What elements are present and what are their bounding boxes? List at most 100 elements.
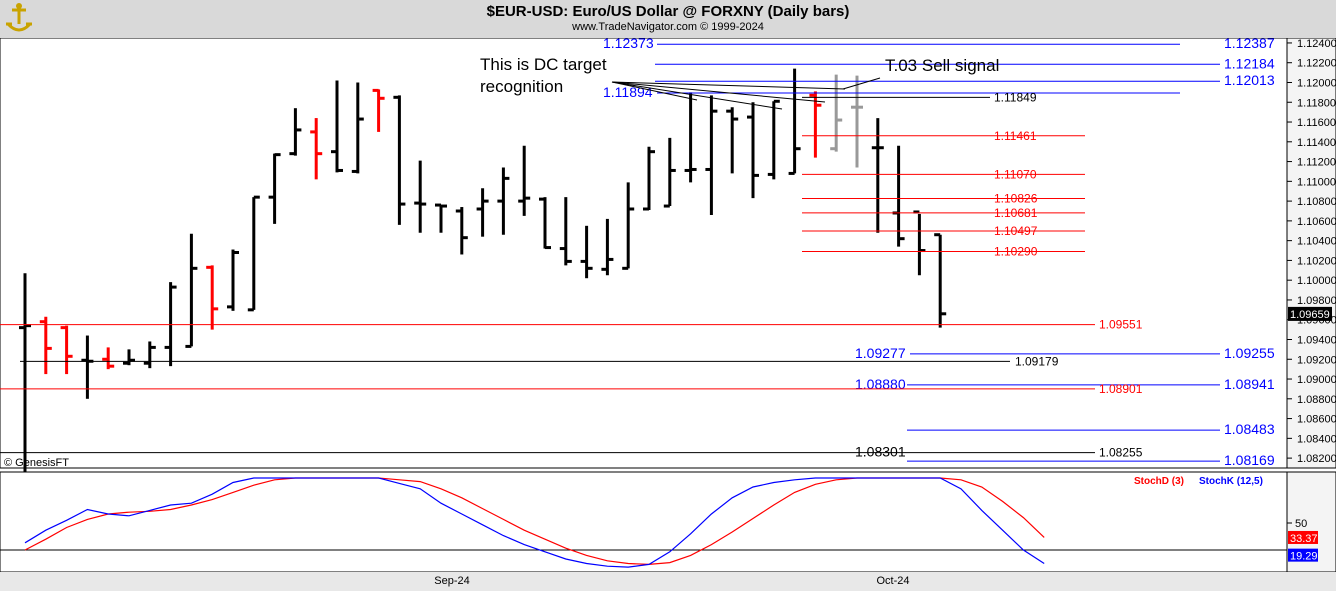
price-tick-label: 1.09200	[1297, 354, 1336, 366]
price-tick-label: 1.10800	[1297, 196, 1336, 208]
chart-subtitle: www.TradeNavigator.com © 1999-2024	[572, 21, 764, 33]
chart-title: $EUR-USD: Euro/US Dollar @ FORXNY (Daily…	[486, 3, 850, 20]
level-label: 1.10290	[994, 245, 1038, 259]
legend-stochk: StochK (12,5)	[1199, 476, 1263, 487]
ohlc-bar	[934, 233, 947, 328]
level-label: 1.09551	[1099, 318, 1143, 332]
stoch-line	[24, 477, 1045, 568]
annotation-arrow	[611, 81, 826, 103]
ohlc-bar	[351, 82, 364, 174]
level-label: 1.11461	[994, 129, 1037, 143]
chart-header: $EUR-USD: Euro/US Dollar @ FORXNY (Daily…	[0, 0, 1336, 38]
level-label: 1.10826	[994, 192, 1038, 206]
ohlc-bar	[643, 146, 655, 211]
price-tick-label: 1.11600	[1297, 117, 1336, 129]
ohlc-bar	[435, 203, 447, 233]
price-tick-label: 1.12400	[1297, 38, 1336, 50]
ohlc-bar	[123, 349, 135, 366]
price-axis-area	[1286, 38, 1336, 469]
last-price-box	[1288, 306, 1332, 321]
price-tick-label: 1.10000	[1297, 275, 1336, 287]
ohlc-bar	[247, 195, 260, 312]
level-label: 1.08483	[1224, 421, 1275, 437]
stoch-frame	[0, 471, 1288, 573]
annotation-recognition: recognition	[480, 77, 563, 96]
price-tick-label: 1.11800	[1297, 97, 1336, 109]
chart-area[interactable]: 1.12400 1.12200 1.12000 1.11800 1.11600 1.114…	[0, 38, 1336, 591]
ohlc-bar	[39, 316, 52, 375]
ohlc-bar	[767, 99, 780, 180]
price-tick-label: 1.08800	[1297, 394, 1336, 406]
annotation-arrow	[842, 77, 881, 90]
annotation-sell-signal: T.03 Sell signal	[885, 56, 999, 75]
stochk-value-box	[1288, 548, 1318, 562]
annotation-arrow	[611, 81, 846, 90]
ohlc-bar	[102, 347, 115, 370]
level-extra-label: 1.08880	[855, 376, 906, 392]
stoch-tick-label: 50	[1295, 518, 1307, 530]
date-axis-area	[0, 572, 1336, 591]
level-label: 1.09179	[1015, 354, 1059, 368]
annotation-dc-target: This is DC target	[480, 55, 607, 74]
ohlc-bar	[455, 207, 468, 255]
ohlc-bar	[913, 210, 926, 276]
watermark-label: © GenesisFT	[4, 457, 69, 469]
level-label: 1.10497	[994, 224, 1038, 238]
ohlc-bar	[414, 160, 427, 233]
ohlc-bar	[559, 197, 572, 266]
price-tick-label: 1.09400	[1297, 334, 1336, 346]
ohlc-bar	[393, 95, 406, 225]
ohlc-bar	[809, 91, 822, 158]
level-extra-label: 1.09277	[855, 345, 906, 361]
ohlc-bar	[663, 137, 676, 208]
price-tick-label: 1.11000	[1297, 176, 1336, 188]
level-label: 1.11849	[994, 90, 1037, 104]
price-frame	[0, 38, 1288, 469]
stochastic-panel: 50 StochD (3) StochK (12,5) 33.37 19.29 Sep-2…	[0, 471, 1336, 591]
annotation-arrow	[611, 81, 783, 110]
ohlc-bar	[851, 75, 863, 168]
ohlc-bar	[684, 92, 697, 183]
price-tick-label: 1.08200	[1297, 453, 1336, 465]
level-label: 1.12013	[1224, 72, 1275, 88]
date-label-sep: Sep-24	[434, 575, 469, 587]
last-price-label: 1.09659	[1290, 309, 1330, 321]
price-tick-label: 1.08400	[1297, 433, 1336, 445]
legend-stochd: StochD (3)	[1134, 476, 1184, 487]
ohlc-bar	[580, 225, 593, 279]
level-label: 1.08169	[1224, 452, 1275, 468]
ohlc-bar	[185, 233, 198, 348]
level-label: 1.11070	[994, 167, 1037, 181]
level-label: 1.09255	[1224, 345, 1275, 361]
ohlc-bar	[788, 68, 801, 175]
ohlc-bar	[331, 80, 343, 173]
ohlc-bar	[289, 108, 302, 156]
level-label: 1.12387	[1224, 38, 1275, 51]
price-tick-label: 1.10400	[1297, 236, 1336, 248]
ohlc-bar	[601, 218, 614, 276]
level-label: 1.10681	[994, 206, 1038, 220]
ohlc-bar	[726, 107, 739, 174]
level-label: 1.11894	[603, 84, 653, 100]
level-label: 1.08901	[1099, 382, 1143, 396]
ohlc-bar	[705, 95, 718, 215]
ohlc-bar	[268, 153, 281, 224]
price-tick-label: 1.12200	[1297, 58, 1336, 70]
level-extra-label: 1.08301	[855, 444, 906, 460]
ohlc-bar	[227, 249, 239, 311]
stochd-value-label: 33.37	[1290, 533, 1318, 545]
ohlc-bar	[747, 102, 759, 199]
ohlc-bar	[206, 265, 219, 330]
level-extra-label: 1.12373	[603, 38, 654, 51]
ohlc-bar	[310, 118, 323, 180]
ohlc-bar	[539, 197, 551, 250]
annotation-arrow	[611, 81, 698, 101]
ohlc-bar	[622, 182, 635, 270]
stochd-value-box	[1288, 530, 1318, 544]
price-tick-label: 1.10600	[1297, 216, 1336, 228]
ohlc-bar	[830, 74, 843, 152]
price-tick-label: 1.08600	[1297, 414, 1336, 426]
ohlc-bar	[60, 325, 73, 375]
level-label: 1.08941	[1224, 376, 1275, 392]
price-tick-label: 1.10200	[1297, 255, 1336, 267]
